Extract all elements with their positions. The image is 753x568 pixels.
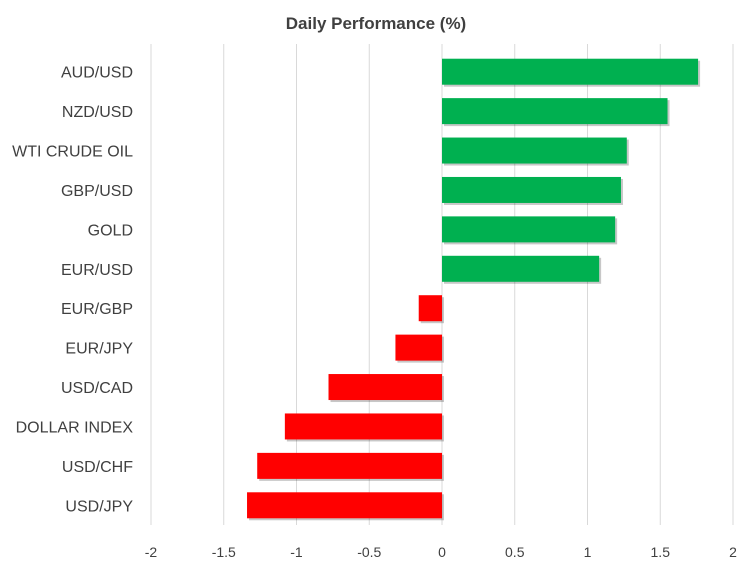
category-label: EUR/USD: [61, 262, 133, 279]
x-tick-label: 1.5: [651, 544, 671, 560]
category-label: NZD/USD: [62, 104, 133, 121]
bar: [395, 334, 442, 361]
x-tick-label: -1.5: [212, 544, 236, 560]
bar: [284, 413, 442, 440]
bar: [257, 452, 442, 479]
category-label: EUR/JPY: [65, 341, 133, 358]
category-label: USD/CAD: [61, 380, 133, 397]
category-label: USD/CHF: [62, 459, 133, 476]
bar: [442, 176, 621, 203]
x-tick-label: 1: [584, 544, 592, 560]
category-label: DOLLAR INDEX: [16, 419, 134, 436]
bar: [247, 492, 442, 519]
bar: [442, 58, 699, 85]
category-label: GBP/USD: [61, 183, 133, 200]
x-tick-label: 2: [729, 544, 737, 560]
x-tick-label: -2: [145, 544, 158, 560]
category-label: USD/JPY: [65, 498, 133, 515]
bar: [442, 255, 600, 282]
bar: [418, 295, 442, 322]
x-tick-label: -0.5: [357, 544, 381, 560]
bar: [442, 216, 616, 243]
x-tick-label: 0.5: [505, 544, 525, 560]
category-label: EUR/GBP: [61, 301, 133, 318]
gridlines: [150, 44, 734, 525]
category-label: GOLD: [88, 222, 133, 239]
chart-title: Daily Performance (%): [286, 14, 466, 33]
category-label: WTI CRUDE OIL: [12, 144, 133, 161]
category-label: AUD/USD: [61, 65, 133, 82]
x-tick-label: 0: [438, 544, 446, 560]
x-tick-label: -1: [290, 544, 303, 560]
bar: [328, 374, 442, 401]
bar: [442, 137, 627, 164]
x-axis-tick-labels: -2 -1.5 -1 -0.5 0 0.5 1 1.5 2: [145, 544, 737, 560]
bars: [247, 58, 701, 521]
category-labels: AUD/USD NZD/USD WTI CRUDE OIL GBP/USD GOLD EU…: [12, 65, 133, 516]
bar: [442, 98, 668, 125]
